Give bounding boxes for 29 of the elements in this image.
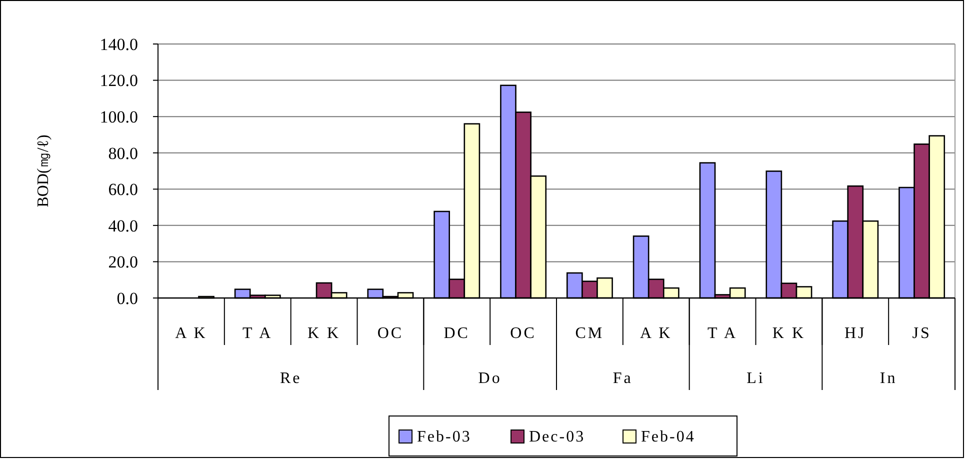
y-tick-label: 140.0	[100, 34, 138, 54]
text: In	[880, 370, 898, 387]
legend-label: Feb-03	[417, 428, 472, 446]
x-tick-label: T A	[242, 325, 273, 342]
x-tick-label: OC	[377, 325, 404, 342]
x-tick-label: JS	[912, 325, 932, 342]
y-tick-label: 40.0	[108, 216, 138, 236]
y-tick-label: 120.0	[100, 71, 138, 90]
y-tick-label: 100.0	[100, 108, 138, 127]
legend-label: Dec-03	[529, 428, 586, 446]
x-tick-label: HJ	[844, 325, 866, 342]
legend-label: Feb-04	[641, 428, 696, 446]
x-tick-label: K K	[307, 325, 341, 342]
text: Li	[746, 370, 765, 387]
y-tick-label: 0.0	[116, 288, 138, 308]
text: Re	[280, 370, 302, 387]
text: Fa	[612, 370, 633, 387]
text: Do	[478, 370, 502, 387]
x-tick-label: OC	[510, 325, 536, 342]
x-tick-label: CM	[575, 325, 604, 342]
x-tick-label: A K	[640, 325, 672, 342]
y-tick-label: 60.0	[108, 180, 138, 200]
x-tick-label: DC	[444, 325, 470, 342]
y-tick-label: 20.0	[108, 252, 138, 272]
x-tick-label: A K	[175, 325, 208, 342]
y-axis-title: BOD(㎎/ℓ)	[35, 134, 52, 208]
y-tick-label: 80.0	[108, 144, 138, 163]
x-tick-label: K K	[772, 325, 806, 342]
x-tick-label: T A	[707, 325, 738, 342]
